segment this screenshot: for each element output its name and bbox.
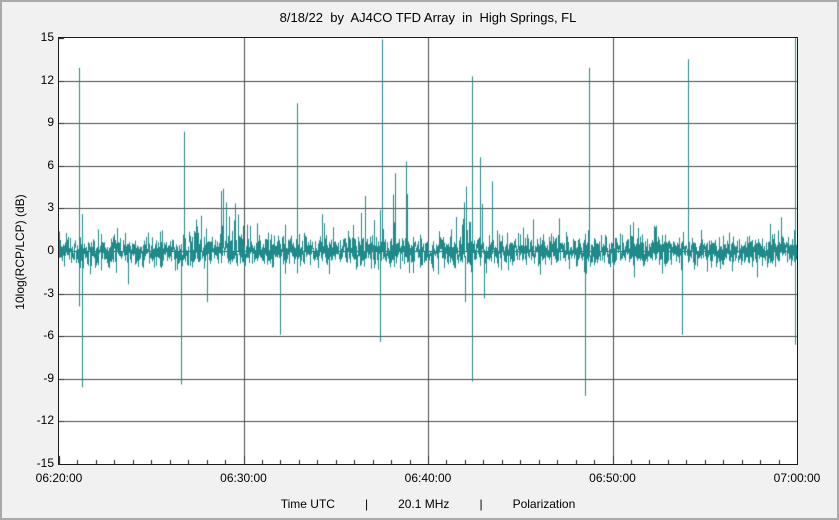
y-tick-label: -3 (43, 285, 54, 300)
x-tick-label: 07:00:00 (773, 471, 821, 485)
x-tick-label: 06:20:00 (35, 471, 83, 485)
polarization-plot-canvas (59, 38, 797, 464)
frequency-label: 20.1 MHz (398, 497, 450, 511)
y-tick-label: 12 (40, 72, 54, 87)
y-tick-label: -12 (36, 413, 54, 428)
footer-caption: Time UTC | 20.1 MHz | Polarization (59, 497, 797, 511)
x-axis-label: Time UTC (280, 497, 335, 511)
plot-area (58, 37, 798, 465)
x-tick-label: 06:50:00 (589, 471, 636, 485)
y-tick-label: -6 (43, 328, 54, 343)
x-tick-label: 06:40:00 (404, 471, 452, 485)
y-tick-label: -9 (43, 370, 54, 385)
y-tick-label: 3 (47, 200, 54, 215)
y-tick-label: -15 (36, 456, 54, 470)
footer-separator: | (364, 497, 369, 511)
y-tick-label: 0 (47, 243, 54, 257)
polarization-label: Polarization (512, 497, 576, 511)
y-tick-label: 15 (40, 30, 54, 44)
chart-title: 8/18/22 by AJ4CO TFD Array in High Sprin… (279, 10, 577, 25)
y-tick-label: 9 (47, 115, 54, 130)
footer-separator: | (479, 497, 483, 511)
x-tick-label: 06:30:00 (220, 471, 267, 485)
y-tick-label: 6 (47, 157, 54, 172)
